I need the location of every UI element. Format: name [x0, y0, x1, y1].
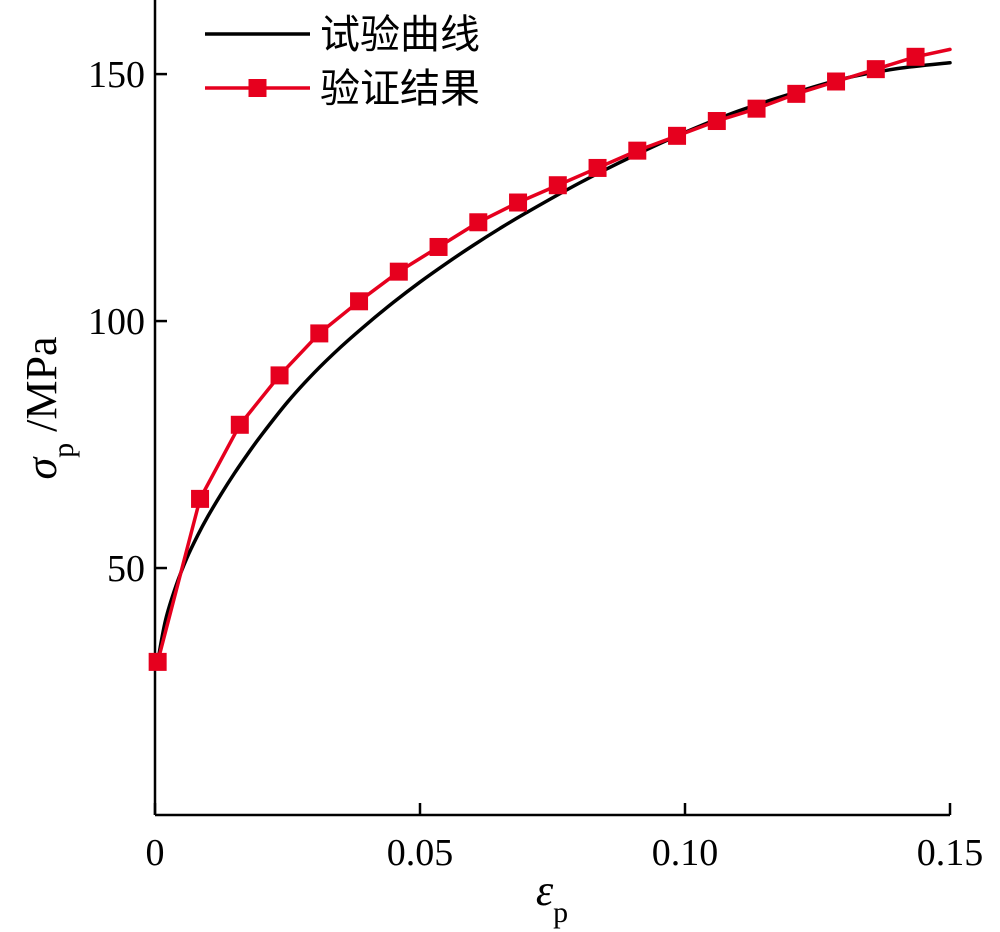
data-point	[747, 99, 766, 118]
legend-item: 验证结果	[205, 66, 480, 112]
data-point	[230, 415, 249, 434]
x-tick-label: 0.10	[652, 832, 719, 874]
axes	[153, 0, 950, 817]
data-point	[148, 652, 167, 671]
x-tick-label: 0.15	[917, 832, 984, 874]
legend-label: 试验曲线	[320, 12, 480, 58]
series-layer	[148, 47, 952, 671]
y-tick-label: 150	[88, 54, 145, 96]
data-point	[628, 141, 647, 160]
tick-marks	[153, 72, 952, 815]
data-point	[310, 324, 329, 343]
data-point	[866, 60, 885, 79]
legend-swatch-marker	[248, 79, 267, 97]
y-tick-label: 50	[107, 548, 145, 590]
series-line	[155, 47, 952, 664]
x-axis-title: εp	[536, 866, 568, 929]
y-tick-label: 100	[88, 301, 145, 343]
data-point	[469, 213, 488, 232]
series-2	[148, 47, 952, 671]
legend-item: 试验曲线	[205, 12, 480, 58]
data-point	[787, 84, 806, 103]
data-point	[668, 126, 687, 145]
tick-labels: 0 0.05 0.10 0.15 50 100 150	[88, 54, 983, 874]
data-point	[707, 112, 726, 131]
data-point	[906, 47, 925, 66]
data-point	[350, 292, 369, 311]
legend-label: 验证结果	[320, 66, 480, 112]
data-point	[389, 262, 408, 281]
x-tick-label: 0.05	[387, 832, 454, 874]
data-point	[827, 72, 846, 91]
data-point	[191, 489, 210, 508]
series-1	[155, 60, 952, 664]
data-point	[588, 158, 607, 177]
y-axis-title: σp /MPa	[17, 336, 80, 479]
data-point	[429, 237, 448, 256]
data-point	[548, 176, 567, 195]
data-point	[509, 193, 528, 212]
series-line	[155, 60, 952, 664]
axis-titles: εp σp /MPa	[17, 336, 568, 928]
x-tick-label: 0	[146, 832, 165, 874]
data-point	[270, 366, 289, 385]
